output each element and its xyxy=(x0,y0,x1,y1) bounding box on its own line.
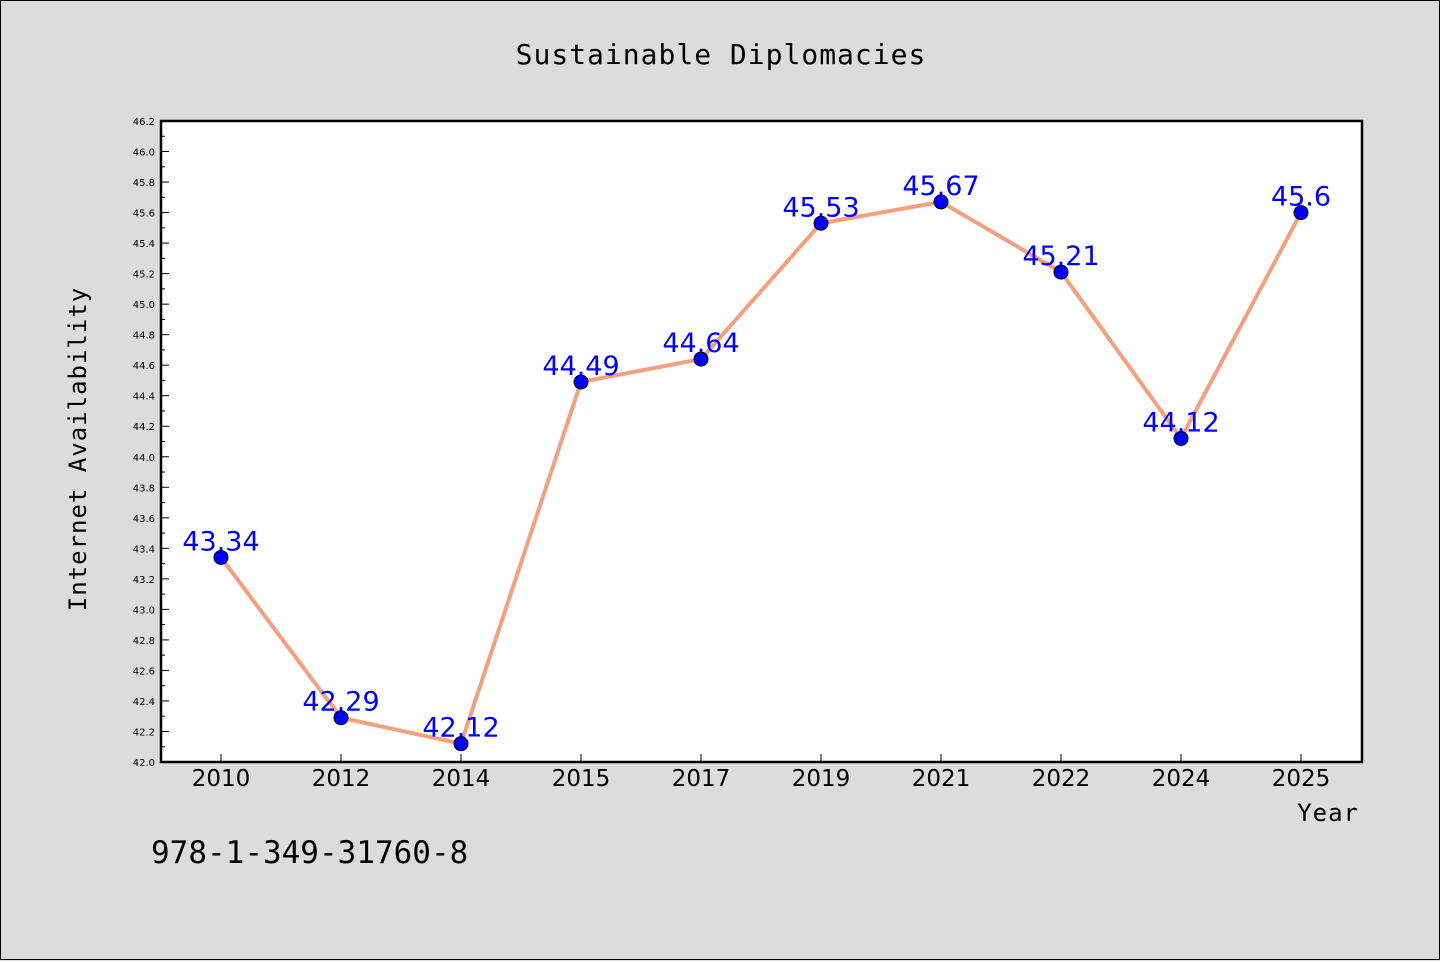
y-axis: 42.0 42.2 42.4 42.6 42.8 43.0 43.2 43.4 43.6 43.8… xyxy=(133,117,169,769)
data-label: 45.67 xyxy=(902,171,979,202)
series: 43.34 42.29 42.12 44.49 44.64 45.53 45.67 45.21… xyxy=(182,171,1331,752)
data-point xyxy=(1053,264,1069,280)
y-tick-label: 44.8 xyxy=(133,331,155,342)
y-tick-label: 46.2 xyxy=(133,117,155,128)
y-tick-label: 42.6 xyxy=(133,666,155,677)
y-tick-label: 43.2 xyxy=(133,575,155,586)
chart-title: Sustainable Diplomacies xyxy=(516,38,927,71)
x-tick-label: 2024 xyxy=(1152,766,1211,792)
y-tick-label: 42.8 xyxy=(133,636,155,647)
x-tick-label: 2022 xyxy=(1032,766,1091,792)
y-tick-label: 43.8 xyxy=(133,483,155,494)
data-label: 44.64 xyxy=(662,328,739,359)
x-tick-label: 2021 xyxy=(912,766,971,792)
y-tick-label: 44.2 xyxy=(133,422,155,433)
y-tick-label: 45.4 xyxy=(133,239,155,250)
x-axis-label: Year xyxy=(1297,799,1359,827)
data-point xyxy=(573,374,589,390)
y-tick-label: 45.2 xyxy=(133,270,155,281)
data-label: 44.12 xyxy=(1142,407,1219,438)
x-tick-label: 2019 xyxy=(792,766,851,792)
y-tick-label: 44.4 xyxy=(133,392,155,403)
plot-area xyxy=(159,119,1364,764)
data-point xyxy=(1293,205,1309,221)
data-label: 42.12 xyxy=(422,713,499,744)
y-tick-label: 42.4 xyxy=(133,697,155,708)
x-tick-label: 2014 xyxy=(432,766,491,792)
data-point xyxy=(813,215,829,231)
y-tick-label: 43.0 xyxy=(133,605,155,616)
data-label: 45.53 xyxy=(782,192,859,223)
data-point xyxy=(453,736,469,752)
y-tick-label: 43.4 xyxy=(133,544,155,555)
x-tick-label: 2025 xyxy=(1272,766,1331,792)
y-axis-label: Internet Availability xyxy=(64,287,92,611)
data-label: 43.34 xyxy=(182,526,259,557)
y-tick-label: 45.8 xyxy=(133,178,155,189)
data-label: 45.21 xyxy=(1022,241,1099,272)
x-tick-label: 2012 xyxy=(312,766,371,792)
y-tick-label: 46.0 xyxy=(133,148,155,159)
data-point xyxy=(933,194,949,210)
data-point xyxy=(213,549,229,565)
data-label: 44.49 xyxy=(542,351,619,382)
x-tick-label: 2017 xyxy=(672,766,731,792)
x-tick-label: 2015 xyxy=(552,766,611,792)
data-point xyxy=(1173,430,1189,446)
isbn-annotation: 978-1-349-31760-8 xyxy=(151,835,469,871)
y-tick-label: 44.0 xyxy=(133,453,155,464)
series-line xyxy=(219,199,1303,746)
y-tick-label: 43.6 xyxy=(133,514,155,525)
y-tick-label: 45.0 xyxy=(133,300,155,311)
y-tick-label: 42.0 xyxy=(133,758,155,769)
y-tick-label: 45.6 xyxy=(133,209,155,220)
data-label: 45.6 xyxy=(1271,182,1331,213)
y-tick-label: 44.6 xyxy=(133,361,155,372)
y-tick-label: 42.2 xyxy=(133,727,155,738)
data-point xyxy=(693,351,709,367)
data-point xyxy=(333,710,349,726)
x-tick-label: 2010 xyxy=(192,766,251,792)
data-label: 42.29 xyxy=(302,687,379,718)
x-axis: 2010 2012 2014 2015 2017 2019 2021 2022 2024 2025 xyxy=(192,754,1331,792)
